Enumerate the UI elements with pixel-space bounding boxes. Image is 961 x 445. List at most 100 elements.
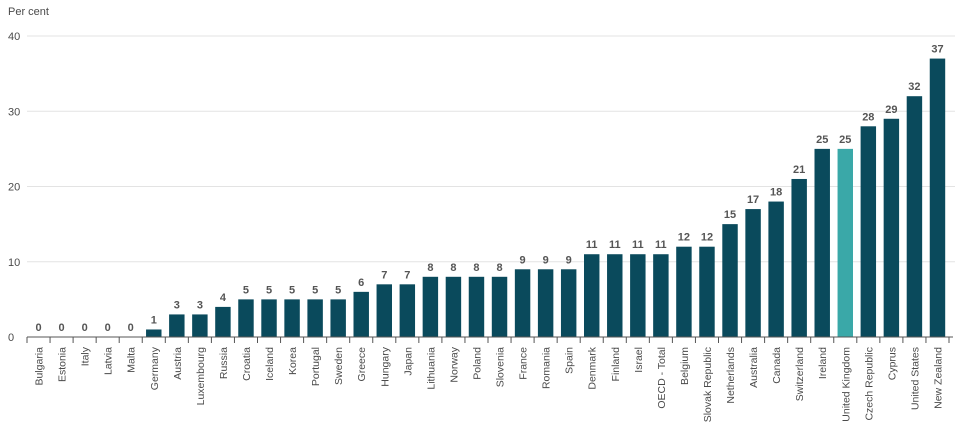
y-tick-label: 10 xyxy=(8,257,20,269)
data-label: 5 xyxy=(335,284,341,296)
data-label: 0 xyxy=(59,322,65,334)
bar xyxy=(376,284,392,337)
bar xyxy=(169,314,185,337)
x-tick-label: OECD - Total xyxy=(656,347,668,409)
x-tick-label: Slovenia xyxy=(495,347,507,387)
data-label: 9 xyxy=(543,254,549,266)
x-tick-label: Hungary xyxy=(379,346,391,386)
bar xyxy=(307,299,323,337)
bar xyxy=(514,269,531,337)
x-tick-label: Canada xyxy=(771,347,783,384)
data-label: 5 xyxy=(266,284,272,296)
bar xyxy=(653,254,669,337)
bar xyxy=(745,209,761,337)
x-tick-label: Australia xyxy=(748,347,760,388)
x-tick-label: Portugal xyxy=(310,347,322,386)
data-label: 25 xyxy=(839,134,851,146)
bar xyxy=(791,178,807,337)
x-tick-label: Belgium xyxy=(679,347,691,385)
data-label: 3 xyxy=(197,299,203,311)
x-tick-label: Bulgaria xyxy=(34,347,46,386)
data-label: 6 xyxy=(358,277,364,289)
bar xyxy=(215,306,231,337)
x-tick-label: Spain xyxy=(564,347,576,374)
x-tick-label: Estonia xyxy=(57,347,69,382)
x-tick-label: Sweden xyxy=(333,347,345,385)
data-label: 9 xyxy=(520,254,526,266)
x-tick-label: Russia xyxy=(218,347,230,379)
bar xyxy=(284,299,300,337)
data-label: 12 xyxy=(678,232,690,244)
bar xyxy=(676,246,692,337)
bar xyxy=(399,284,416,337)
x-tick-label: New Zealand xyxy=(932,347,944,409)
x-tick-label: Ireland xyxy=(817,347,829,379)
x-tick-label: Netherlands xyxy=(725,347,737,404)
data-label: 3 xyxy=(174,299,180,311)
x-tick-label: Poland xyxy=(471,347,483,380)
bar xyxy=(883,118,900,338)
data-label: 18 xyxy=(770,187,782,199)
x-tick-label: Malta xyxy=(126,347,138,373)
data-label: 0 xyxy=(82,322,88,334)
bar xyxy=(238,299,254,337)
data-label: 32 xyxy=(908,81,920,93)
bar xyxy=(722,224,738,337)
bar xyxy=(560,269,577,337)
data-label: 0 xyxy=(128,322,134,334)
x-tick-label: Romania xyxy=(541,347,553,389)
x-tick-label: Luxembourg xyxy=(195,347,207,406)
bar xyxy=(192,314,208,337)
bar xyxy=(860,126,877,337)
data-labels: 0 0 0 0 0 1 3 3 4 5 5 5 5 5 6 7 7 8 8 8 8 9 9 9 11 11 11 11 12 12 15 17… xyxy=(35,44,943,334)
x-tick-label: Israel xyxy=(633,347,645,373)
data-label: 4 xyxy=(220,292,227,304)
bar xyxy=(353,291,369,337)
y-tick-label: 30 xyxy=(8,106,20,118)
x-tick-label: Korea xyxy=(287,347,299,375)
x-tick-label: Norway xyxy=(448,346,460,382)
bar xyxy=(261,299,277,337)
bar xyxy=(537,269,554,337)
data-label: 12 xyxy=(701,232,713,244)
bar xyxy=(422,276,439,337)
data-label: 8 xyxy=(450,262,456,274)
y-axis-label: Per cent xyxy=(8,6,49,18)
data-label: 25 xyxy=(816,134,828,146)
data-label: 21 xyxy=(793,164,805,176)
x-tick-label: Japan xyxy=(402,347,414,376)
bars xyxy=(146,58,946,338)
data-label: 7 xyxy=(404,269,410,281)
data-label: 17 xyxy=(747,194,759,206)
bar xyxy=(468,276,485,337)
data-label: 5 xyxy=(289,284,295,296)
data-label: 8 xyxy=(427,262,433,274)
bar xyxy=(929,58,946,337)
bar xyxy=(491,276,508,337)
data-label: 29 xyxy=(885,104,897,116)
x-tick-label: United States xyxy=(909,347,921,410)
bar xyxy=(330,299,346,337)
data-label: 7 xyxy=(381,269,387,281)
x-tick-label: Lithuania xyxy=(425,347,437,390)
data-label: 5 xyxy=(312,284,318,296)
x-tick-label: United Kingdom xyxy=(840,347,852,422)
x-tick-label: Iceland xyxy=(264,347,276,381)
data-label: 0 xyxy=(105,322,111,334)
x-tick-label: Finland xyxy=(610,347,622,382)
data-label: 0 xyxy=(35,322,41,334)
bar xyxy=(607,254,623,337)
data-label: 11 xyxy=(655,239,667,251)
data-label: 11 xyxy=(586,239,598,251)
bar xyxy=(699,246,715,337)
y-tick-label: 0 xyxy=(8,332,14,344)
x-tick-label: Cyprus xyxy=(886,347,898,380)
x-tick-label: Austria xyxy=(172,347,184,380)
x-tick-label: Croatia xyxy=(241,347,253,381)
data-label: 11 xyxy=(632,239,644,251)
x-tick-label: Germany xyxy=(149,346,161,390)
x-tick-label: Czech Republic xyxy=(863,347,875,421)
data-label: 8 xyxy=(473,262,479,274)
